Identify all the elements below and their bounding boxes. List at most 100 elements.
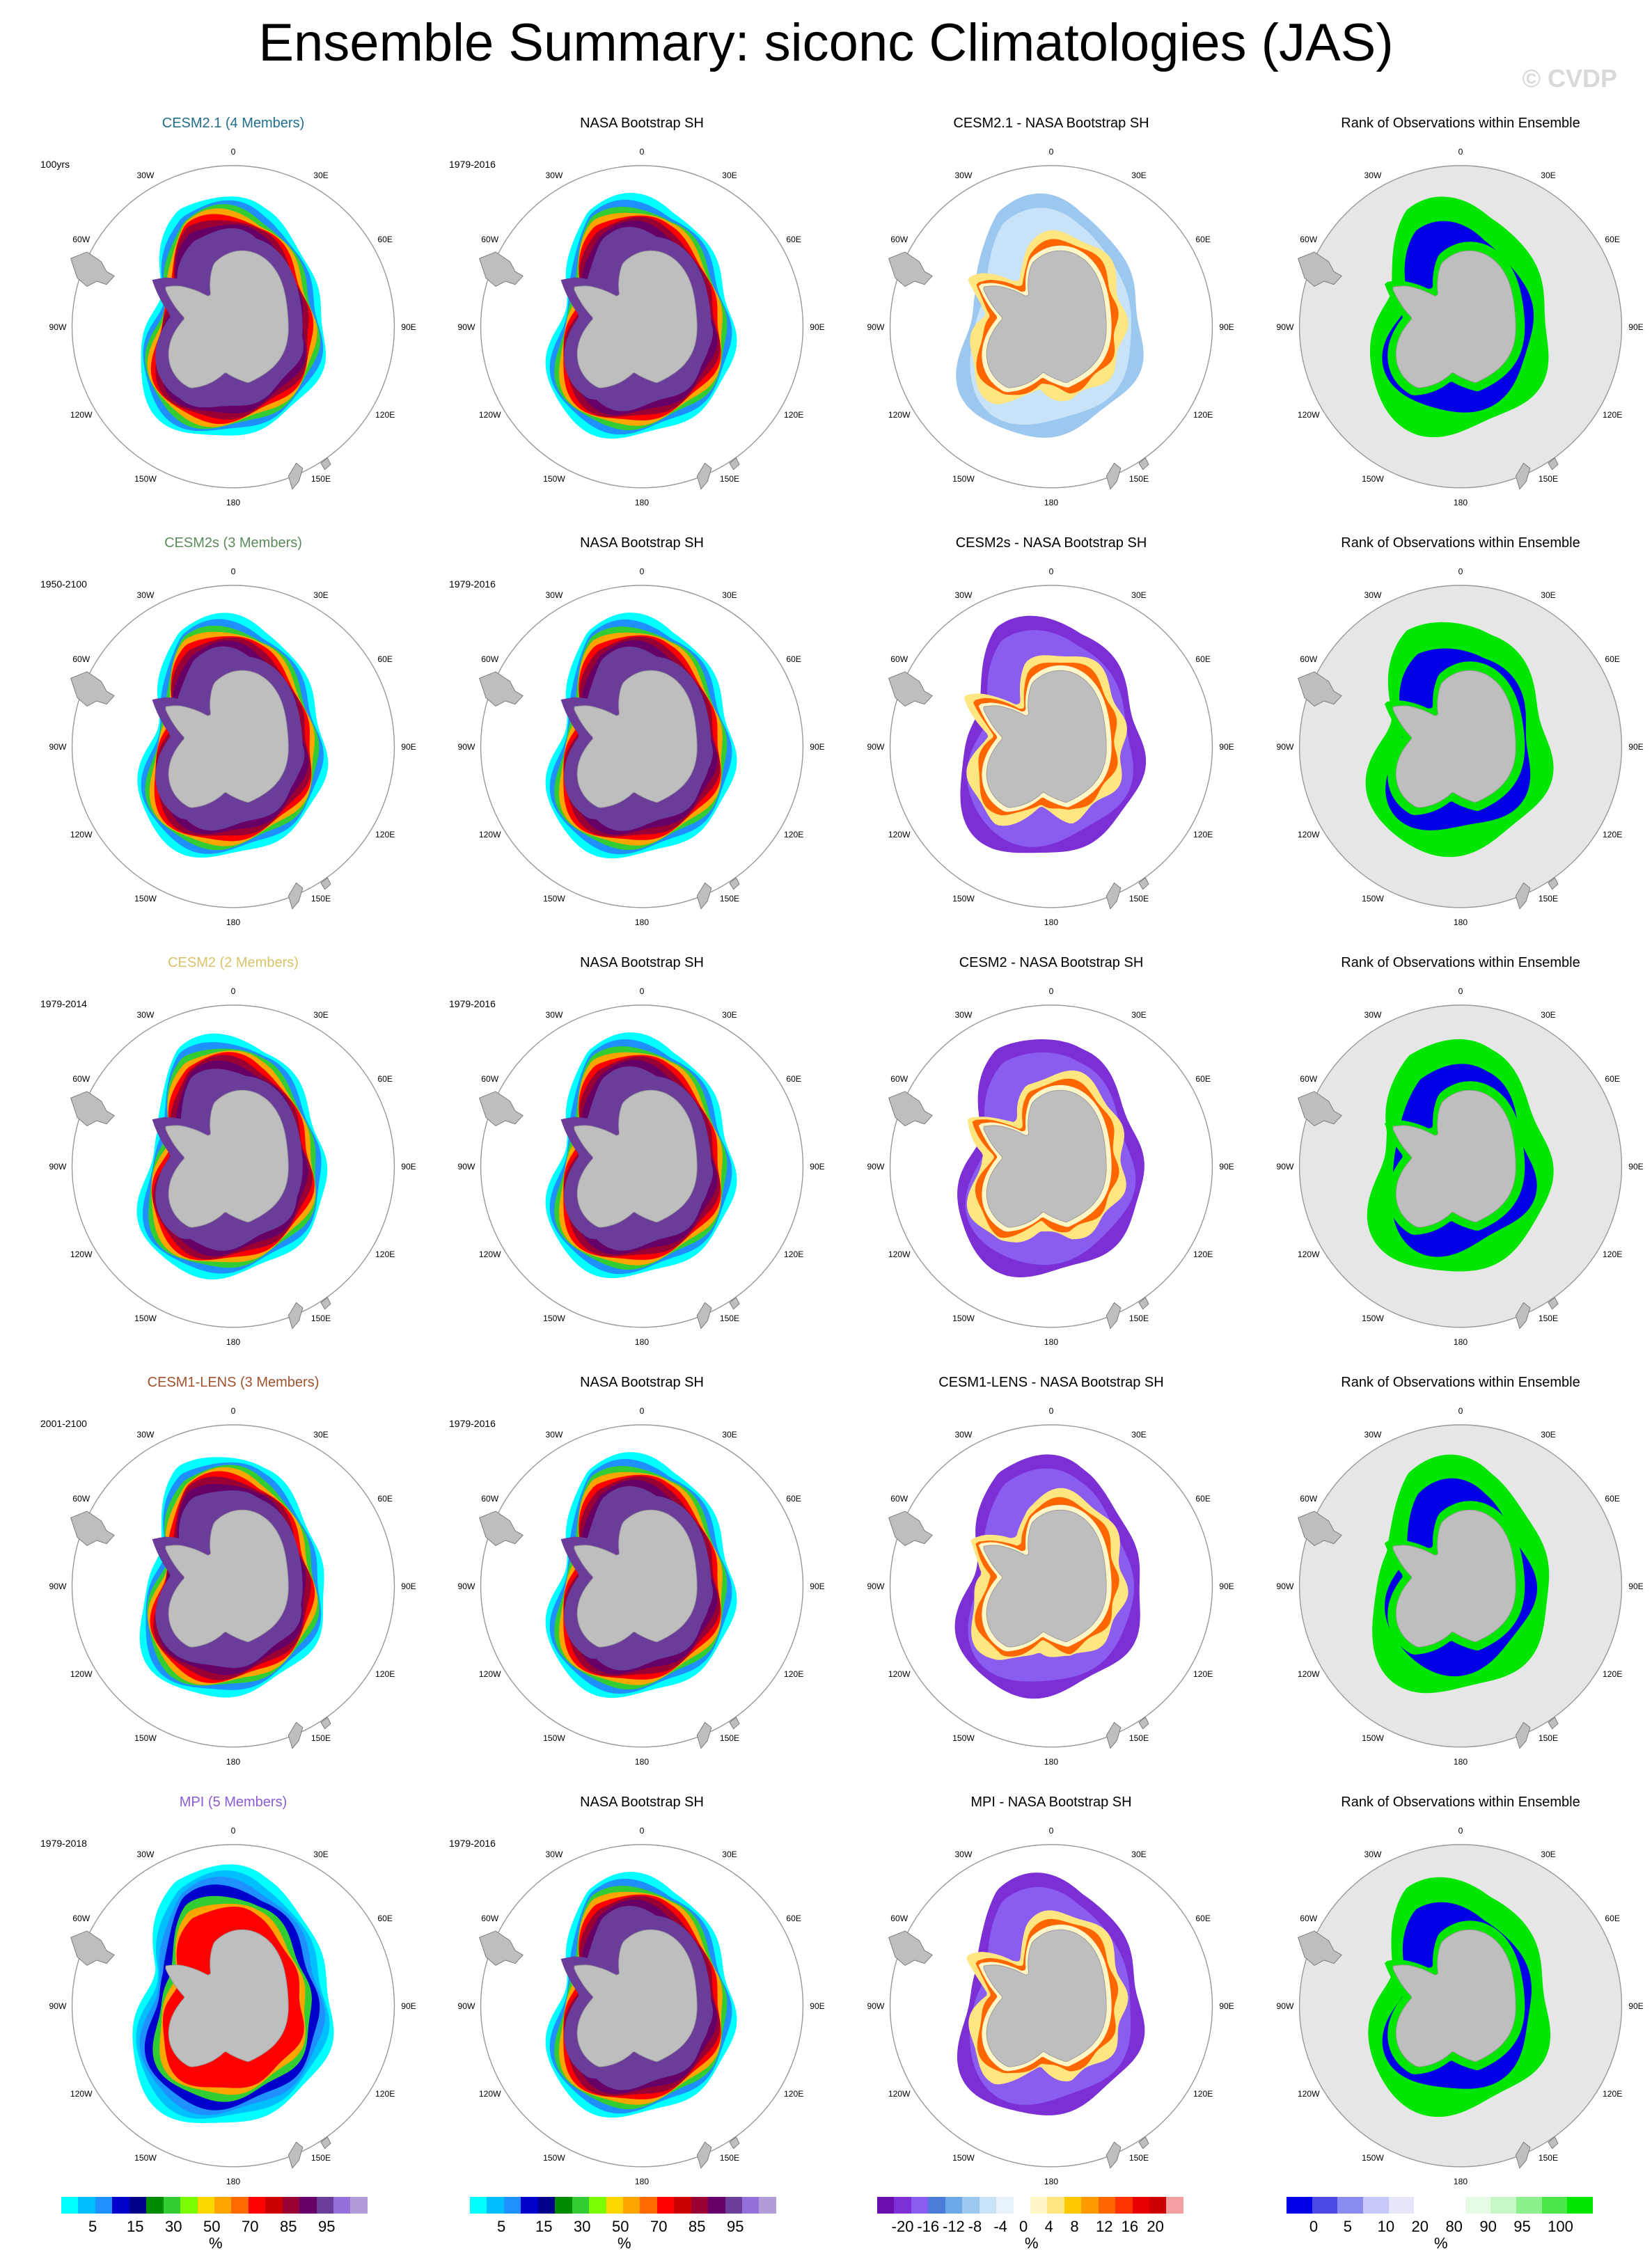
- colorbar-tick-label: 16: [1121, 2218, 1139, 2235]
- map-panel-rank: Rank of Observations within Ensemble 0 30E…: [1255, 111, 1652, 522]
- longitude-label: 120E: [1603, 1249, 1622, 1259]
- antarctica-landmass: [165, 250, 289, 388]
- longitude-label: 180: [226, 2177, 240, 2186]
- map-panel-diff: CESM2s - NASA Bootstrap SH 0 30E 60E 90E 120E…: [846, 531, 1257, 942]
- polar-map: 0 30E 60E 90E 120E 150E 180 150W 120W 90W 60W 30W: [1277, 1406, 1644, 1767]
- longitude-label: 90E: [1628, 1162, 1644, 1172]
- antarctica-landmass: [574, 670, 698, 808]
- longitude-label: 30W: [1364, 171, 1382, 180]
- longitude-label: 60E: [786, 1494, 801, 1504]
- longitude-label: 150E: [1129, 474, 1149, 484]
- colorbar-swatch: [911, 2197, 929, 2214]
- colorbar-swatch: [299, 2197, 317, 2214]
- longitude-label: 0: [231, 1406, 236, 1416]
- polar-map: 0 30E 60E 90E 120E 150E 180 150W 120W 90W 60W 30W: [458, 147, 825, 507]
- colorbar-swatch: [146, 2197, 164, 2214]
- longitude-label: 90E: [401, 1162, 416, 1172]
- longitude-label: 150W: [1362, 474, 1384, 484]
- colorbar-swatch: [759, 2197, 776, 2214]
- colorbar-tick-label: 95: [727, 2218, 744, 2235]
- longitude-label: 150E: [720, 894, 739, 904]
- colorbar-swatch: [282, 2197, 300, 2214]
- longitude-label: 90W: [49, 742, 67, 752]
- longitude-label: 90E: [401, 322, 416, 332]
- longitude-label: 30E: [313, 171, 329, 180]
- colorbar-swatch: [656, 2197, 675, 2214]
- longitude-label: 150W: [1362, 1314, 1384, 1323]
- colorbar-tick-label: 0: [1019, 2218, 1028, 2235]
- polar-map: 0 30E 60E 90E 120E 150E 180 150W 120W 90W 60W 30W: [49, 147, 416, 507]
- longitude-label: 0: [231, 986, 236, 996]
- longitude-label: 0: [1049, 986, 1054, 996]
- longitude-label: 90W: [458, 322, 475, 332]
- longitude-label: 180: [1044, 2177, 1058, 2186]
- longitude-label: 0: [1049, 147, 1054, 157]
- antarctica-landmass: [983, 1929, 1107, 2067]
- panel-title: CESM2 (2 Members): [168, 955, 299, 970]
- colorbar-tick-label: 95: [1513, 2218, 1531, 2235]
- longitude-label: 0: [1049, 1826, 1054, 1836]
- longitude-label: 30E: [722, 1430, 737, 1440]
- longitude-label: 150W: [1362, 894, 1384, 904]
- antarctica-landmass: [574, 1089, 698, 1228]
- longitude-label: 60W: [890, 1914, 908, 1923]
- longitude-label: 60W: [72, 654, 90, 664]
- longitude-label: 180: [1454, 1757, 1468, 1767]
- longitude-label: 0: [231, 147, 236, 157]
- longitude-label: 60E: [786, 1074, 801, 1084]
- longitude-label: 30W: [137, 590, 155, 600]
- longitude-label: 90E: [1628, 322, 1644, 332]
- longitude-label: 0: [1049, 567, 1054, 576]
- colorbar-unit: %: [1025, 2234, 1039, 2252]
- colorbar-swatch: [248, 2197, 266, 2214]
- longitude-label: 30E: [1131, 1850, 1147, 1859]
- colorbar-tick-label: 70: [650, 2218, 668, 2235]
- longitude-label: 90E: [1219, 2001, 1234, 2011]
- polar-map: 0 30E 60E 90E 120E 150E 180 150W 120W 90W 60W 30W: [1277, 1826, 1644, 2186]
- longitude-label: 60E: [786, 235, 801, 244]
- antarctica-landmass: [1392, 250, 1516, 388]
- panel-title: CESM2s - NASA Bootstrap SH: [955, 535, 1147, 551]
- longitude-label: 60E: [377, 654, 393, 664]
- colorbar-swatch: [928, 2197, 945, 2214]
- longitude-label: 120E: [1603, 830, 1622, 839]
- colorbar-tick-label: -12: [943, 2218, 965, 2235]
- longitude-label: 60E: [786, 654, 801, 664]
- polar-map: 0 30E 60E 90E 120E 150E 180 150W 120W 90W 60W 30W: [867, 986, 1234, 1347]
- colorbar-swatch: [945, 2197, 963, 2214]
- longitude-label: 0: [640, 1826, 645, 1836]
- map-panel-rank: Rank of Observations within Ensemble 0 30E…: [1255, 951, 1652, 1362]
- colorbar-tick-label: 10: [1377, 2218, 1395, 2235]
- colorbar-climatology-model: 5 15 30 50 70 85 95%: [61, 2197, 368, 2253]
- panel-title: NASA Bootstrap SH: [580, 1375, 704, 1390]
- polar-map: 0 30E 60E 90E 120E 150E 180 150W 120W 90W 60W 30W: [49, 1406, 416, 1767]
- longitude-label: 120W: [1298, 1669, 1320, 1679]
- polar-map: 0 30E 60E 90E 120E 150E 180 150W 120W 90W 60W 30W: [49, 986, 416, 1347]
- polar-map: 0 30E 60E 90E 120E 150E 180 150W 120W 90W 60W 30W: [1277, 986, 1644, 1347]
- longitude-label: 60E: [377, 235, 393, 244]
- colorbar-swatch: [996, 2197, 1014, 2214]
- longitude-label: 180: [635, 1757, 649, 1767]
- colorbar-tick-label: 15: [535, 2218, 553, 2235]
- longitude-label: 30W: [137, 171, 155, 180]
- longitude-label: 150W: [134, 2153, 157, 2163]
- longitude-label: 30W: [546, 590, 563, 600]
- longitude-label: 60E: [1605, 654, 1620, 664]
- longitude-label: 60E: [1605, 1914, 1620, 1923]
- longitude-label: 30E: [1541, 1010, 1556, 1020]
- colorbar-swatch: [112, 2197, 129, 2214]
- longitude-label: 30W: [546, 1850, 563, 1859]
- colorbar-swatch: [470, 2197, 487, 2214]
- antarctica-landmass: [165, 1089, 289, 1228]
- longitude-label: 180: [635, 498, 649, 507]
- polar-map: 0 30E 60E 90E 120E 150E 180 150W 120W 90W 60W 30W: [867, 567, 1234, 927]
- longitude-label: 90W: [49, 322, 67, 332]
- longitude-label: 30E: [313, 590, 329, 600]
- longitude-label: 120W: [70, 1669, 93, 1679]
- colorbar-swatch: [197, 2197, 214, 2214]
- longitude-label: 150W: [1362, 2153, 1384, 2163]
- longitude-label: 60W: [890, 1074, 908, 1084]
- longitude-label: 150W: [952, 1733, 975, 1743]
- antarctica-landmass: [1392, 1929, 1516, 2067]
- longitude-label: 120E: [375, 2089, 395, 2099]
